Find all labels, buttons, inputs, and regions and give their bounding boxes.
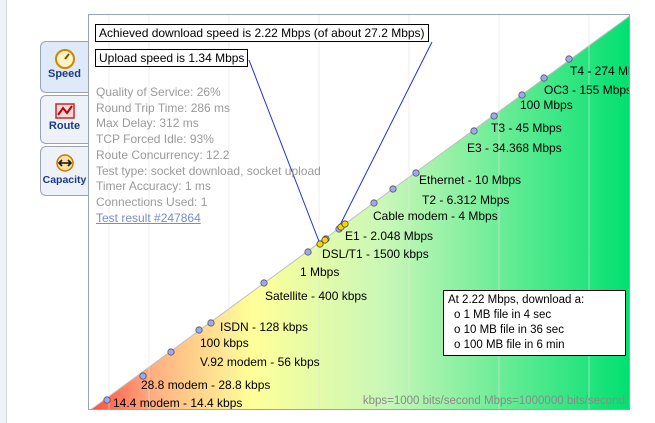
speed-label: V.92 modem - 56 kbps [200, 355, 320, 369]
stat-max-delay: Max Delay: 312 ms [96, 116, 199, 131]
speed-label: T2 - 6.312 Mbps [422, 193, 509, 207]
speed-label: DSL/T1 - 1500 kbps [322, 247, 429, 261]
speed-marker [518, 91, 526, 99]
result-marker [316, 240, 324, 248]
speed-marker [565, 55, 573, 63]
result-marker [321, 236, 329, 244]
test-result-link[interactable]: Test result #247864 [96, 210, 201, 225]
route-map-icon [55, 103, 75, 119]
download-time-10mb: o 10 MB file in 36 sec [454, 324, 564, 336]
speed-label: 28.8 modem - 28.8 kbps [141, 378, 270, 392]
speed-marker [304, 248, 312, 256]
speed-labels: 14.4 modem - 14.4 kbps 28.8 modem - 28.8 … [113, 64, 630, 410]
speed-label: ISDN - 128 kbps [220, 320, 308, 334]
callout-pointer [338, 41, 433, 228]
speed-label: Satellite - 400 kbps [265, 289, 367, 303]
diagonal-line [90, 15, 629, 409]
stat-tcp-idle: TCP Forced Idle: 93% [96, 132, 214, 147]
speed-label: Ethernet - 10 Mbps [419, 173, 521, 187]
speed-marker [207, 319, 215, 327]
speed-marker [260, 279, 268, 287]
stat-connections: Connections Used: 1 [96, 194, 208, 209]
gauge-icon [55, 49, 75, 69]
download-time-100mb: o 100 MB file in 6 min [454, 339, 565, 351]
tab-speed-label: Speed [47, 68, 81, 80]
speed-panel: 14.4 modem - 14.4 kbps 28.8 modem - 28.8 … [88, 14, 630, 410]
speed-marker [167, 348, 175, 356]
speed-label: 1 Mbps [300, 265, 339, 279]
download-speed-callout: Achieved download speed is 2.22 Mbps (of… [95, 24, 429, 42]
units-note: kbps=1000 bits/second Mbps=1000000 bits/… [362, 395, 625, 407]
tab-speed[interactable]: Speed [40, 41, 88, 93]
result-marker [341, 220, 349, 228]
speed-label: 100 kbps [200, 336, 249, 350]
stat-timer: Timer Accuracy: 1 ms [96, 179, 211, 194]
speed-label: E3 - 34.368 Mbps [467, 141, 562, 155]
download-times-title: At 2.22 Mbps, download a: [448, 294, 585, 306]
speed-label: 100 Mbps [520, 98, 573, 112]
tab-route[interactable]: Route [40, 95, 88, 144]
speed-label: OC3 - 155 Mbps [544, 83, 630, 97]
speed-marker [470, 127, 478, 135]
download-time-1mb: o 1 MB file in 4 sec [454, 309, 552, 321]
speed-label: T4 - 274 Mbps [570, 64, 630, 78]
tab-capacity[interactable]: Capacity [40, 146, 88, 196]
speed-label: Cable modem - 4 Mbps [373, 209, 498, 223]
window-left-edge [0, 0, 7, 423]
arrows-icon [56, 154, 74, 172]
speed-marker [139, 372, 147, 380]
speed-marker [370, 199, 378, 207]
callout-pointer [248, 59, 321, 245]
download-times-box: At 2.22 Mbps, download a: o 1 MB file in… [443, 290, 626, 356]
tab-capacity-label: Capacity [42, 174, 87, 186]
test-stats: Quality of Service: 26% Round Trip Time:… [96, 85, 321, 226]
speed-marker [490, 112, 498, 120]
stat-qos: Quality of Service: 26% [96, 85, 221, 99]
callout-pointers [248, 41, 433, 248]
speed-markers [103, 55, 573, 404]
stat-test-type: Test type: socket download, socket uploa… [96, 163, 321, 178]
speed-marker [412, 169, 420, 177]
speed-marker [103, 396, 111, 404]
stat-rtt: Round Trip Time: 286 ms [96, 100, 231, 115]
stat-concurrency: Route Concurrency: 12.2 [96, 147, 230, 162]
speed-marker [389, 185, 397, 193]
speed-label: T3 - 45 Mbps [491, 121, 562, 135]
upload-speed-callout: Upload speed is 1.34 Mbps [95, 49, 249, 67]
speed-label: E1 - 2.048 Mbps [345, 229, 433, 243]
tab-route-label: Route [48, 120, 81, 132]
speed-marker [195, 326, 203, 334]
speed-label: 14.4 modem - 14.4 kbps [113, 396, 242, 410]
speed-marker [540, 74, 548, 82]
